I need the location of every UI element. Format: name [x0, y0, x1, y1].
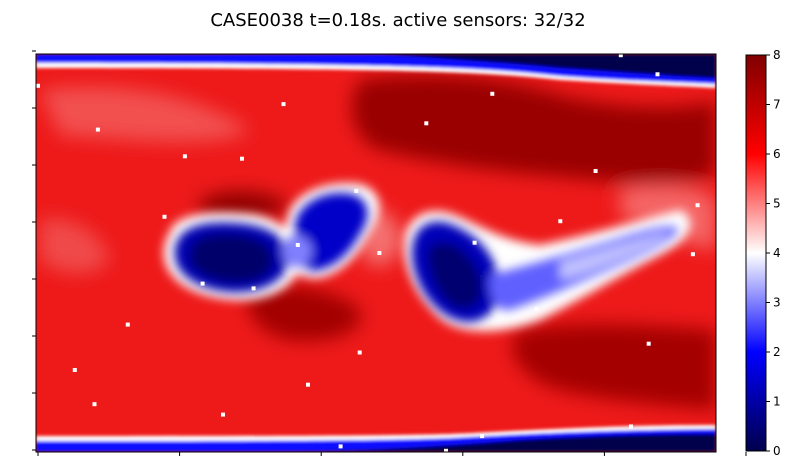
sensor-marker-23 — [695, 203, 700, 208]
core-right-tail-light — [560, 232, 669, 280]
sensor-marker-21 — [593, 169, 598, 173]
core-upper-vortex — [293, 192, 368, 271]
sensor-marker-8 — [92, 402, 97, 407]
core-right-vortex-deep — [428, 242, 482, 309]
colorbar-tick-label-2: 2 — [773, 345, 781, 359]
sensor-marker-5 — [200, 281, 205, 286]
bottom-wall-navy — [300, 434, 716, 452]
sensor-marker-29 — [338, 444, 343, 449]
colorbar-tick-label-7: 7 — [773, 98, 781, 112]
sensor-marker-19 — [534, 307, 539, 312]
sensor-marker-16 — [424, 121, 429, 126]
top-wall-navy — [380, 54, 716, 78]
dark-region-lower-center — [247, 286, 362, 341]
sensor-marker-6 — [125, 322, 130, 327]
core-upper-vortex-light — [282, 235, 312, 268]
dark-region-lower-right — [512, 324, 716, 410]
sensor-marker-13 — [354, 188, 359, 193]
colorbar-tick-label-0: 0 — [773, 444, 781, 458]
sensor-marker-7 — [72, 368, 77, 372]
sensor-marker-3 — [182, 154, 187, 159]
sensor-marker-18 — [472, 240, 477, 245]
light-region-upper-left — [40, 86, 250, 142]
sensor-marker-4 — [162, 214, 167, 219]
wall-layers — [36, 54, 716, 452]
sensor-marker-9 — [221, 412, 225, 417]
sensor-marker-14 — [306, 382, 310, 387]
y-axis-ticks — [32, 50, 36, 451]
sensor-marker-31 — [295, 243, 300, 247]
light-region-mid-left — [40, 219, 110, 274]
colorbar-tick-label-6: 6 — [773, 147, 781, 161]
core-left-vortex-deep — [190, 234, 273, 283]
sensor-marker-2 — [95, 127, 100, 132]
colorbar-tick-label-4: 4 — [773, 246, 781, 260]
chart-title: CASE0038 t=0.18s. active sensors: 32/32 — [210, 10, 585, 31]
vortex-cores — [174, 192, 678, 322]
colorbar-tick-label-8: 8 — [773, 48, 781, 62]
dark-region-upper-right — [351, 75, 716, 183]
sensor-marker-10 — [281, 102, 286, 107]
sensor-marker-32 — [618, 53, 623, 58]
sensor-marker-15 — [357, 350, 362, 355]
sensor-marker-1 — [36, 83, 40, 88]
x-axis-ticks — [37, 452, 747, 456]
sensor-marker-27 — [480, 434, 485, 439]
sensor-marker-28 — [444, 448, 448, 453]
colorbar-fill — [746, 55, 766, 451]
sensor-marker-12 — [251, 286, 256, 291]
plot-frame — [35, 53, 717, 453]
sensor-markers — [36, 53, 700, 453]
sensor-marker-20 — [558, 219, 563, 224]
sensor-marker-25 — [646, 341, 651, 346]
sensor-marker-30 — [377, 251, 382, 255]
colorbar-tick-label-5: 5 — [773, 197, 781, 211]
sensor-marker-17 — [490, 91, 495, 96]
colorbar-tick-label-1: 1 — [773, 395, 781, 409]
sensor-marker-11 — [240, 156, 244, 161]
colorbar: 0 1 2 3 4 5 6 7 8 — [745, 48, 781, 458]
sensor-marker-24 — [690, 252, 695, 257]
heatmap-field — [36, 54, 716, 452]
colorbar-ticks: 0 1 2 3 4 5 6 7 8 — [766, 48, 781, 458]
sensor-marker-22 — [655, 72, 660, 77]
sensor-marker-26 — [629, 424, 633, 429]
colorbar-tick-label-3: 3 — [773, 296, 781, 310]
